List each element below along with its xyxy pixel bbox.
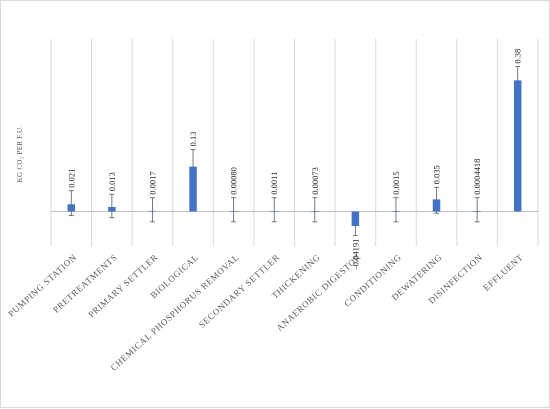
category-tick-label: PRIMARY SETTLER [86, 252, 160, 320]
gridlines [50, 39, 539, 246]
error-bar [271, 197, 277, 223]
error-bars [68, 66, 521, 237]
bar [148, 210, 157, 212]
data-label: 0.0011 [269, 172, 279, 195]
data-label: 0.38 [513, 49, 523, 64]
bar [311, 211, 319, 212]
y-axis-title: KG CO₂ PER F.U. [16, 126, 24, 183]
bar [513, 80, 522, 212]
bar [473, 211, 481, 212]
error-bar [393, 197, 399, 223]
category-tick-label: PUMPING STATION [6, 252, 78, 319]
bars [67, 80, 522, 226]
error-bar [109, 193, 115, 219]
category-tick-label: ANAEROBIC DIGESTOR [274, 252, 362, 333]
bar [67, 204, 76, 212]
data-label: 0.0004418 [472, 159, 482, 195]
bar [229, 211, 238, 212]
data-label: 0.0015 [391, 171, 401, 194]
bar [432, 199, 441, 212]
error-bar [231, 197, 237, 223]
category-tick-label: SECONDARY SETTLER [197, 252, 282, 330]
data-label: 0.0017 [147, 171, 157, 194]
data-labels: 0.021 0.013 0.0017 0.13 0.00080 0.0011 0.00073… [66, 49, 522, 269]
data-label: 0.00073 [310, 167, 320, 195]
category-tick-label: EFFLUENT [481, 252, 525, 293]
error-bar [149, 197, 155, 223]
data-label: 0.013 [107, 172, 117, 191]
data-label: 0.00080 [229, 167, 239, 195]
data-label: -0.04191 [350, 239, 360, 269]
data-label: 0.021 [66, 169, 76, 188]
data-label: 0.13 [188, 132, 198, 147]
error-bar [312, 197, 318, 223]
bar [351, 211, 360, 226]
bar [108, 207, 116, 212]
error-bar [474, 197, 480, 223]
bar [189, 166, 197, 212]
bar [270, 211, 278, 212]
bar [392, 210, 400, 212]
data-label: 0.035 [432, 165, 442, 184]
